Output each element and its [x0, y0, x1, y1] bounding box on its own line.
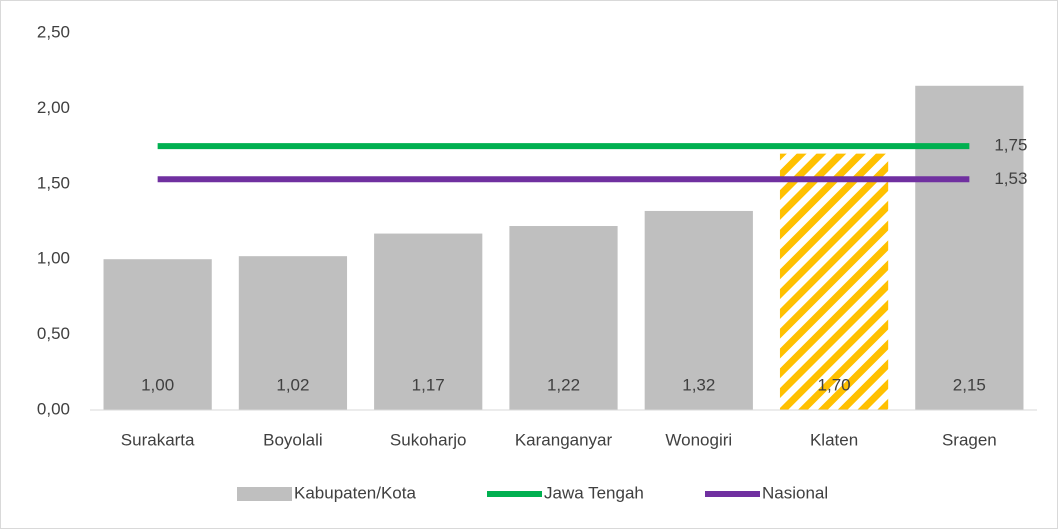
highlight-bar — [779, 153, 889, 410]
data-label: 1,32 — [682, 375, 715, 394]
data-label: 1,70 — [818, 375, 851, 394]
legend-label: Jawa Tengah — [544, 483, 644, 502]
x-tick-label: Sukoharjo — [390, 430, 467, 449]
bar — [644, 210, 753, 410]
data-label: 1,02 — [276, 375, 309, 394]
data-label: 1,17 — [412, 375, 445, 394]
x-tick-label: Wonogiri — [665, 430, 732, 449]
x-tick-label: Sragen — [942, 430, 997, 449]
bar — [103, 259, 212, 410]
x-tick-label: Boyolali — [263, 430, 323, 449]
y-tick-label: 2,00 — [37, 98, 70, 117]
y-tick-label: 0,00 — [37, 399, 70, 418]
legend-label: Nasional — [762, 483, 828, 502]
data-label: 1,00 — [141, 375, 174, 394]
y-tick-label: 2,50 — [37, 22, 70, 41]
bar — [915, 85, 1024, 410]
x-tick-label: Klaten — [810, 430, 858, 449]
data-label: 2,15 — [953, 375, 986, 394]
y-tick-label: 0,50 — [37, 324, 70, 343]
bar — [374, 233, 483, 410]
y-tick-label: 1,00 — [37, 249, 70, 268]
x-tick-label: Surakarta — [121, 430, 195, 449]
line-label: 1,75 — [994, 136, 1027, 155]
legend-swatch — [237, 487, 292, 501]
x-tick-label: Karanganyar — [515, 430, 613, 449]
legend-label: Kabupaten/Kota — [294, 483, 416, 502]
line-label: 1,53 — [994, 169, 1027, 188]
bar — [509, 226, 618, 410]
y-tick-label: 1,50 — [37, 173, 70, 192]
data-label: 1,22 — [547, 375, 580, 394]
bar — [238, 256, 348, 410]
